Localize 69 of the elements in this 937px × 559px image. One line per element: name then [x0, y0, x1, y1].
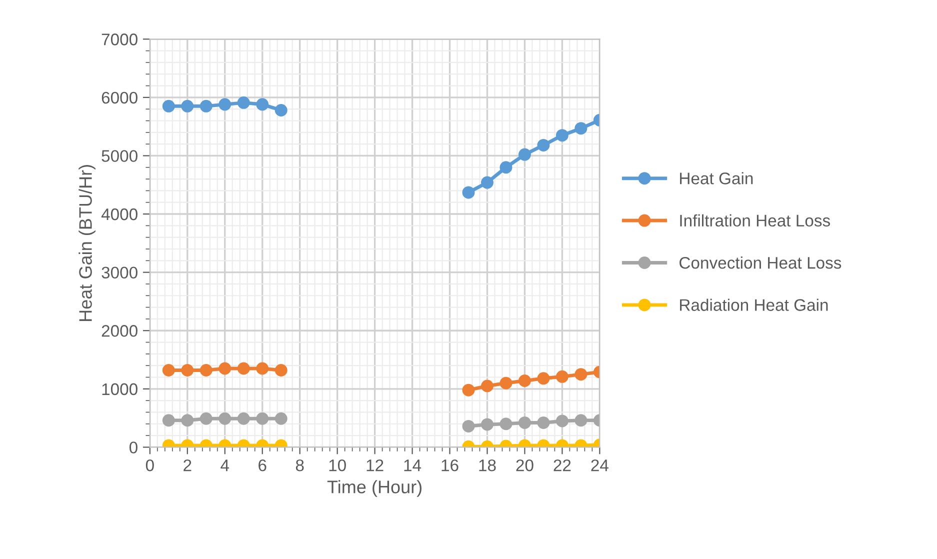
x-tick-label: 22 [554, 459, 571, 472]
point [218, 412, 232, 425]
point [237, 96, 250, 109]
point [162, 364, 175, 376]
point [200, 100, 212, 112]
y-axis-title: Heat Gain (BTU/Hr) [78, 165, 96, 321]
point [480, 176, 494, 189]
x-tick-label: 20 [516, 459, 534, 472]
y-tick-label: 4000 [101, 208, 138, 220]
point [518, 148, 531, 161]
x-tick-label: 0 [146, 459, 154, 472]
x-tick-label: 16 [442, 459, 458, 472]
x-axis-title: Time (Hour) [327, 480, 422, 497]
x-tick-label: 18 [479, 459, 496, 472]
point [162, 414, 175, 427]
point [574, 122, 588, 135]
point [256, 98, 269, 111]
point [462, 384, 475, 396]
x-tick-label: 10 [329, 459, 346, 472]
point [537, 372, 550, 385]
y-tick-label: 5000 [102, 150, 138, 162]
point [218, 98, 232, 111]
point [574, 368, 588, 381]
point [556, 129, 568, 142]
legend-label: Convection Heat Loss [680, 256, 842, 269]
point [256, 412, 269, 425]
point [274, 412, 288, 425]
point [162, 100, 175, 112]
point [537, 138, 550, 152]
y-tick-label: 1000 [102, 383, 138, 396]
point [237, 362, 250, 375]
point [200, 364, 212, 376]
y-tick-label: 7000 [102, 34, 138, 46]
y-tick-label: 3000 [102, 266, 138, 279]
x-tick-label: 2 [184, 459, 192, 472]
x-tick-label: 8 [296, 459, 304, 472]
point [462, 420, 475, 432]
point [518, 374, 531, 387]
point [181, 414, 194, 427]
point [237, 412, 250, 425]
point [462, 186, 475, 199]
point [500, 376, 512, 390]
point [274, 364, 288, 376]
point [574, 414, 588, 427]
point [500, 161, 512, 174]
point [181, 100, 194, 112]
y-tick-label: 6000 [102, 92, 138, 104]
x-tick-label: 24 [591, 459, 608, 472]
point [256, 362, 269, 375]
point [181, 364, 194, 376]
point [218, 362, 232, 375]
x-tick-label: 12 [366, 459, 384, 472]
y-tick-label: 0 [129, 442, 138, 454]
point [500, 418, 512, 430]
point [537, 416, 550, 429]
point [274, 104, 288, 116]
point [556, 370, 568, 383]
legend-label: Infiltration Heat Loss [680, 214, 830, 227]
point [518, 416, 531, 429]
point [480, 380, 494, 392]
point [556, 414, 568, 428]
x-tick-label: 14 [404, 460, 422, 472]
point [200, 412, 212, 425]
x-tick-label: 4 [220, 460, 230, 472]
point [480, 418, 494, 431]
legend-label: Radiation Heat Gain [680, 298, 828, 311]
x-tick-label: 6 [258, 459, 266, 472]
legend-label: Heat Gain [680, 172, 753, 184]
y-tick-label: 2000 [102, 325, 138, 337]
